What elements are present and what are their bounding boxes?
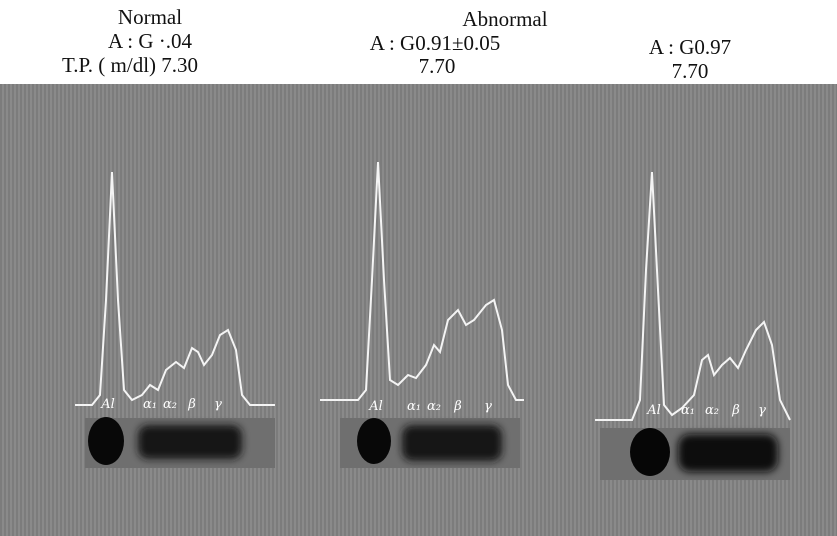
globulin-bands xyxy=(678,434,778,472)
densitometer-curve xyxy=(320,161,524,401)
normal-tp: T.P. ( m/dl) 7.30 xyxy=(62,53,198,77)
lane-label: α₂ xyxy=(705,403,719,418)
lane-label: β xyxy=(731,403,740,418)
lane-label: α₂ xyxy=(163,397,177,412)
lane-label: γ xyxy=(484,399,492,414)
albumin-band xyxy=(88,417,124,465)
abnormal-tp: 7.70 xyxy=(672,59,709,83)
abnormal-title: Abnormal xyxy=(462,7,547,31)
lane-label: α₁ xyxy=(407,399,421,414)
lane-label: γ xyxy=(214,397,222,412)
lane-label: γ xyxy=(758,403,766,418)
lane-label: β xyxy=(187,397,196,412)
densitometer-curve xyxy=(595,171,791,421)
lane-label: β xyxy=(453,399,462,414)
lane-label: α₁ xyxy=(143,397,157,412)
abnormal-ratio: A : G0.91±0.05 xyxy=(370,31,501,55)
densitometer-curve xyxy=(75,171,275,406)
albumin-band xyxy=(630,428,670,476)
lane-label: Al xyxy=(100,397,115,412)
globulin-bands xyxy=(138,425,242,459)
normal-title: Normal xyxy=(118,5,182,29)
lane-label: Al xyxy=(646,403,661,418)
globulin-bands xyxy=(402,425,502,461)
albumin-band xyxy=(357,418,391,464)
normal-ratio: A : G ·.04 xyxy=(108,29,193,53)
abnormal-tp: 7.70 xyxy=(419,54,456,78)
abnormal-ratio: A : G0.97 xyxy=(649,35,731,59)
lane-label: α₁ xyxy=(681,403,695,418)
lane-label: Al xyxy=(368,399,383,414)
lane-label: α₂ xyxy=(427,399,441,414)
